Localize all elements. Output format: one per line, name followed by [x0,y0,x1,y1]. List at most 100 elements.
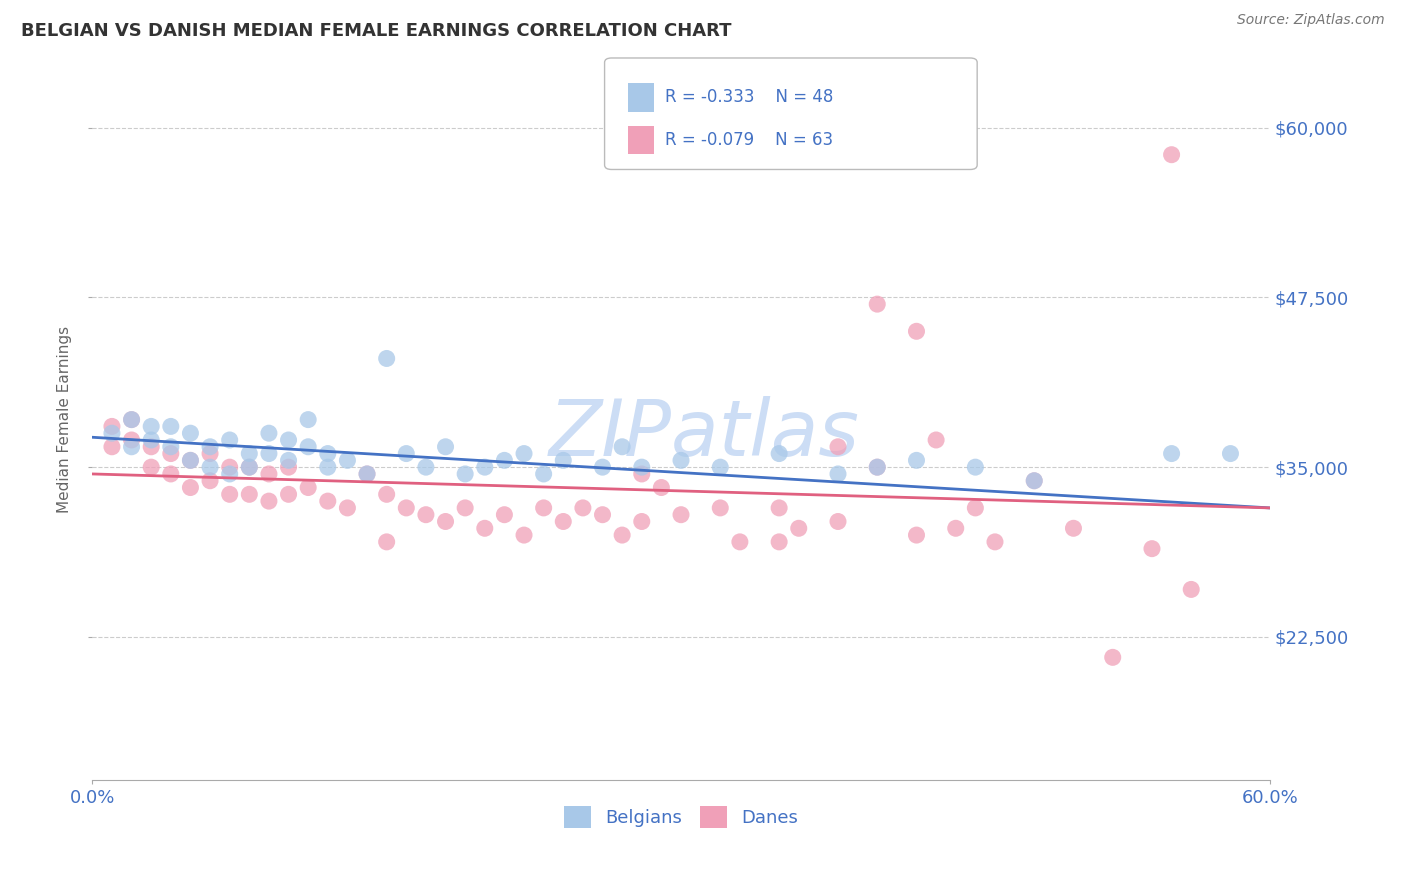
Point [945,521,967,535]
Point [277,433,299,447]
Point [159,467,181,481]
Point [238,460,260,475]
Point [610,440,633,454]
Point [179,453,201,467]
Point [101,440,124,454]
Point [925,433,948,447]
Point [1160,147,1182,161]
Point [669,453,692,467]
Text: R = -0.333    N = 48: R = -0.333 N = 48 [665,88,834,106]
Point [141,440,163,454]
Point [316,460,339,475]
Point [768,446,790,460]
Point [238,460,260,475]
Point [965,500,987,515]
Point [592,460,614,475]
Point [592,508,614,522]
Point [121,440,143,454]
Point [277,453,299,467]
Point [728,534,751,549]
Point [533,467,555,481]
Point [787,521,810,535]
Point [356,467,378,481]
Point [905,528,928,542]
Point [141,433,163,447]
Point [257,446,280,460]
Text: R = -0.079    N = 63: R = -0.079 N = 63 [665,131,834,149]
Point [610,528,633,542]
Point [257,494,280,508]
Point [415,460,437,475]
Point [159,440,181,454]
Point [1180,582,1202,597]
Text: BELGIAN VS DANISH MEDIAN FEMALE EARNINGS CORRELATION CHART: BELGIAN VS DANISH MEDIAN FEMALE EARNINGS… [21,22,731,40]
Point [474,460,496,475]
Point [454,467,477,481]
Point [277,460,299,475]
Point [533,500,555,515]
Point [866,460,889,475]
Point [866,460,889,475]
Point [1101,650,1123,665]
Point [513,528,536,542]
Point [454,500,477,515]
Point [905,324,928,338]
Point [297,412,319,426]
Point [218,460,240,475]
Point [297,481,319,495]
Point [1160,446,1182,460]
Point [1024,474,1046,488]
Point [965,460,987,475]
Text: ZIPatlas: ZIPatlas [550,396,860,472]
Point [141,460,163,475]
Point [336,500,359,515]
Point [669,508,692,522]
Point [827,515,849,529]
Point [630,515,652,529]
Point [553,453,575,467]
Point [179,426,201,441]
Point [141,419,163,434]
Point [905,453,928,467]
Point [1140,541,1163,556]
Point [494,508,516,522]
Legend: Belgians, Danes: Belgians, Danes [557,799,806,836]
Point [179,481,201,495]
Point [395,500,418,515]
Point [277,487,299,501]
Point [572,500,595,515]
Point [121,412,143,426]
Point [218,467,240,481]
Point [827,467,849,481]
Point [238,446,260,460]
Point [198,460,221,475]
Point [198,440,221,454]
Y-axis label: Median Female Earnings: Median Female Earnings [58,326,72,513]
Point [121,433,143,447]
Point [768,534,790,549]
Point [316,446,339,460]
Point [375,351,398,366]
Point [984,534,1007,549]
Point [179,453,201,467]
Point [650,481,672,495]
Point [336,453,359,467]
Point [297,440,319,454]
Point [630,467,652,481]
Point [101,419,124,434]
Point [316,494,339,508]
Point [1024,474,1046,488]
Point [356,467,378,481]
Point [395,446,418,460]
Point [121,412,143,426]
Point [866,297,889,311]
Point [1219,446,1241,460]
Point [630,460,652,475]
Point [159,419,181,434]
Point [238,487,260,501]
Point [434,440,457,454]
Point [513,446,536,460]
Point [198,474,221,488]
Point [434,515,457,529]
Point [768,500,790,515]
